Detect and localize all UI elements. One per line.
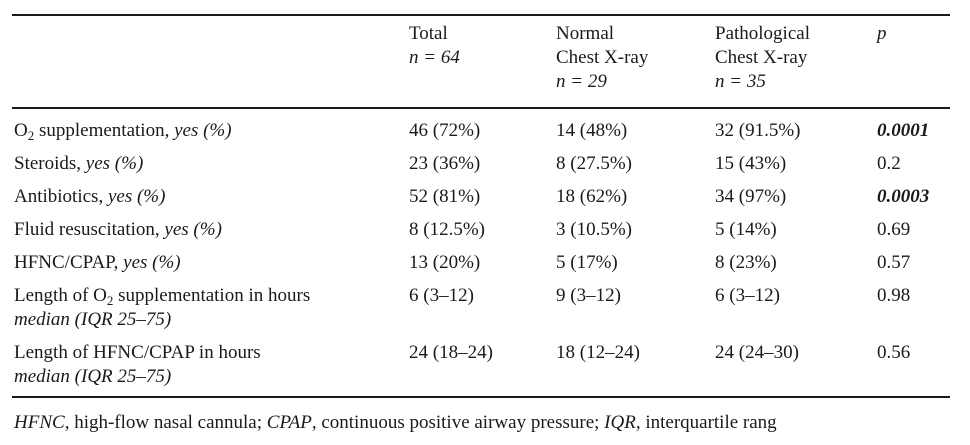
cell-normal: 8 (27.5%): [556, 153, 632, 174]
cell-p-value: 0.56: [877, 342, 911, 363]
cell-total: 24 (18–24): [409, 342, 493, 363]
cell-pathological: 15 (43%): [715, 153, 787, 174]
cell-normal: 3 (10.5%): [556, 219, 632, 240]
cell-pathological: 8 (23%): [715, 252, 777, 273]
header-total-n: n = 64: [409, 47, 460, 68]
header-p: p: [877, 22, 887, 46]
cell-pathological: 34 (97%): [715, 186, 787, 207]
header-total: Total n = 64: [409, 22, 460, 70]
cell-normal: 18 (12–24): [556, 342, 640, 363]
row-label: Fluid resuscitation, yes (%): [14, 219, 222, 240]
cell-p-value: 0.0003: [877, 186, 930, 207]
row-label: Antibiotics, yes (%): [14, 186, 166, 207]
header-pathological-title: Pathological: [715, 23, 810, 44]
cell-total: 52 (81%): [409, 186, 481, 207]
cell-total: 13 (20%): [409, 252, 481, 273]
cell-normal: 5 (17%): [556, 252, 618, 273]
row-label: Length of HFNC/CPAP in hours median (IQR…: [14, 342, 261, 387]
header-normal-n: n = 29: [556, 71, 607, 92]
cell-pathological: 5 (14%): [715, 219, 777, 240]
row-label: Steroids, yes (%): [14, 153, 144, 174]
cell-pathological: 32 (91.5%): [715, 120, 801, 141]
header-p-label: p: [877, 23, 887, 44]
row-label-qualifier: median (IQR 25–75): [14, 366, 172, 387]
row-label: O2 supplementation, yes (%): [14, 120, 232, 143]
header-normal-title: Normal: [556, 23, 615, 44]
cell-normal: 14 (48%): [556, 120, 628, 141]
cell-pathological: 6 (3–12): [715, 285, 780, 306]
cell-total: 23 (36%): [409, 153, 481, 174]
table-header-rule: [12, 107, 950, 109]
cell-p-value: 0.98: [877, 285, 911, 306]
table-bottom-rule: [12, 396, 950, 398]
cell-pathological: 24 (24–30): [715, 342, 799, 363]
cell-p-value: 0.0001: [877, 120, 930, 141]
header-normal-subtitle: Chest X-ray: [556, 47, 649, 68]
row-label: HFNC/CPAP, yes (%): [14, 252, 181, 273]
cell-total: 6 (3–12): [409, 285, 474, 306]
cell-p-value: 0.2: [877, 153, 901, 174]
cell-normal: 18 (62%): [556, 186, 628, 207]
cell-total: 8 (12.5%): [409, 219, 485, 240]
header-pathological-n: n = 35: [715, 71, 766, 92]
table-footnote: HFNC, high-flow nasal cannula; CPAP, con…: [14, 412, 777, 433]
cell-total: 46 (72%): [409, 120, 481, 141]
cell-p-value: 0.57: [877, 252, 911, 273]
cell-p-value: 0.69: [877, 219, 911, 240]
header-total-title: Total: [409, 23, 448, 44]
header-pathological-subtitle: Chest X-ray: [715, 47, 808, 68]
row-label-qualifier: median (IQR 25–75): [14, 309, 172, 330]
header-pathological: Pathological Chest X-ray n = 35: [715, 22, 810, 94]
row-label: Length of O2 supplementation in hours me…: [14, 285, 311, 330]
cell-normal: 9 (3–12): [556, 285, 621, 306]
table-top-rule: [12, 14, 950, 16]
header-normal: Normal Chest X-ray n = 29: [556, 22, 648, 94]
